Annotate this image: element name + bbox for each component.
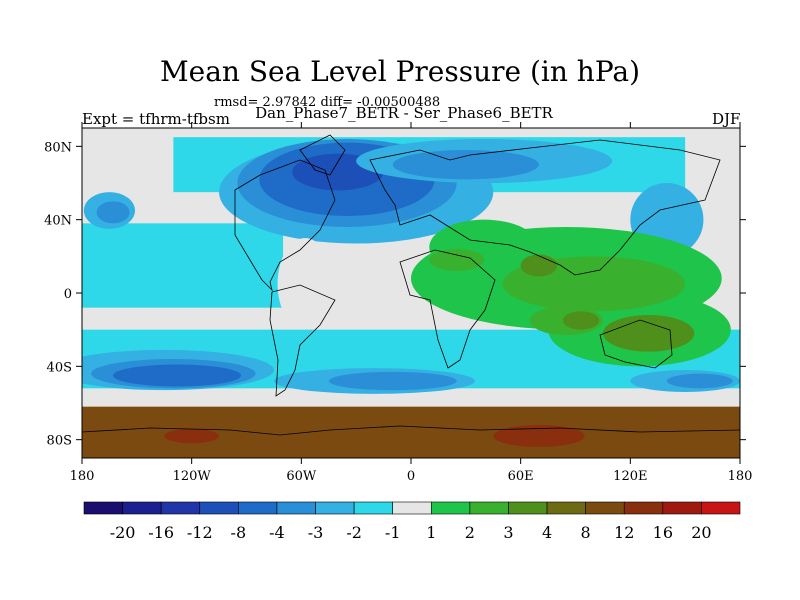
colorbar-label: -12 [187,523,213,542]
x-tick-label: 120W [173,469,212,484]
y-tick-label: 80N [44,140,72,155]
field-region [602,315,695,352]
colorbar-swatch [238,501,278,515]
colorbar-label: 1 [426,523,436,542]
field-region [666,373,733,389]
x-tick-label: 180 [728,469,753,484]
chart-title: Mean Sea Level Pressure (in hPa) [159,55,641,88]
colorbar-swatch [276,501,316,515]
field-region [328,371,457,391]
field-region [96,201,130,224]
y-tick-label: 80S [47,434,72,449]
field-region [429,249,485,271]
colorbar-swatch [662,501,702,515]
colorbar-swatch [546,501,586,515]
map-field [82,128,740,458]
colorbar-swatch [430,501,471,515]
colorbar-label: 20 [691,523,711,542]
field-region [493,425,585,447]
x-tick-label: 0 [407,469,415,484]
colorbar-label: 4 [542,523,552,542]
colorbar-label: 3 [503,523,513,542]
y-axis: 80N 40N 0 40S 80S [44,140,746,449]
colorbar-swatch [623,501,664,515]
colorbar-label: 2 [465,523,475,542]
colorbar-swatch [585,501,625,515]
case-label: Dan_Phase7_BETR - Ser_Phase6_BETR [255,104,553,122]
x-tick-label: 60E [508,469,534,484]
colorbar-swatch [353,501,394,515]
colorbar-label: -20 [110,523,136,542]
colorbar-swatch [199,501,239,515]
x-tick-label: 120E [613,469,647,484]
colorbar-label: -2 [346,523,362,542]
y-tick-label: 0 [64,287,72,302]
x-tick-label: 180 [70,469,95,484]
y-tick-label: 40N [44,214,72,229]
field-region [520,254,558,277]
colorbar-label: -16 [148,523,174,542]
colorbar-label: 12 [614,523,634,542]
colorbar-swatch [392,501,432,515]
colorbar-label: -8 [231,523,247,542]
x-tick-label: 60W [286,469,317,484]
colorbar: -20 -16 -12 -8 -4 -3 -2 -1 1 2 3 4 8 12 16 20 [83,501,741,542]
field-region [392,150,539,180]
colorbar-swatch [315,501,355,515]
colorbar-label: 8 [581,523,591,542]
colorbar-swatch [160,501,201,515]
colorbar-label: -1 [385,523,401,542]
rmsd-diff-label: rmsd= 2.97842 diff= -0.00500488 [214,95,441,110]
season-label: DJF [712,110,741,128]
experiment-label: Expt = tfhrm-tfbsm [82,110,230,128]
field-region [113,364,242,387]
field-region [164,428,220,444]
colorbar-label: 16 [653,523,673,542]
colorbar-label: -3 [308,523,324,542]
field-region [277,238,333,330]
coastline-outline [82,134,740,436]
y-tick-label: 40S [47,360,72,375]
field-region [82,223,284,308]
colorbar-label: -4 [269,523,285,542]
colorbar-swatch [701,501,741,515]
colorbar-swatch [83,501,123,515]
colorbar-swatch [469,501,509,515]
x-axis: 180 120W 60W 0 60E 120E 180 [70,122,753,484]
colorbar-swatch [122,501,162,515]
pressure-regions [82,137,740,458]
colorbar-swatch [508,501,548,515]
field-region [562,311,600,330]
